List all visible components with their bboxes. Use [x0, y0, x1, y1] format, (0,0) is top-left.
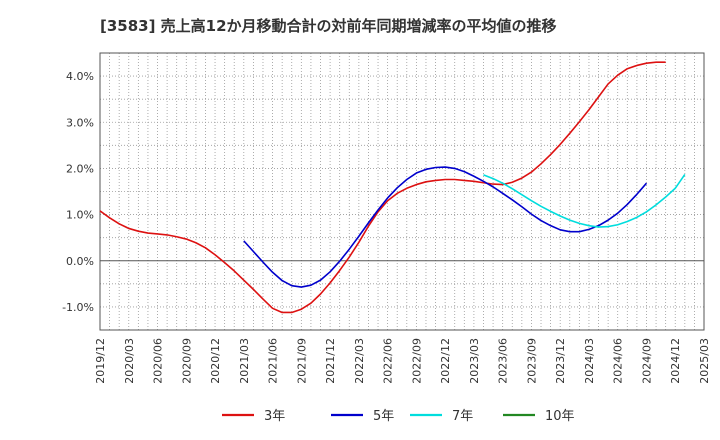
x-tick-label: 2024/03: [583, 338, 596, 384]
legend-label-10年: 10年: [545, 409, 575, 424]
series-line-7年: [483, 173, 686, 228]
x-axis: 2019/12 2020/03 2020/06 2020/09 2020/12 2021/…: [94, 338, 711, 384]
x-tick-label: 2022/09: [410, 338, 423, 384]
x-tick-label: 2023/06: [497, 338, 510, 384]
x-tick-label: 2021/06: [267, 338, 280, 384]
grid: [100, 53, 704, 330]
x-tick-label: 2020/03: [123, 338, 136, 384]
chart-title: [3583] 売上高12か月移動合計の対前年同期増減率の平均値の推移: [100, 17, 557, 35]
legend: 3年 5年 7年 10年: [222, 409, 575, 424]
x-tick-label: 2023/09: [525, 338, 538, 384]
x-tick-label: 2019/12: [94, 338, 107, 384]
x-tick-label: 2025/03: [698, 338, 711, 384]
y-tick-label: -1.0%: [62, 301, 94, 314]
y-tick-label: 0.0%: [66, 255, 94, 268]
series-lines: [99, 61, 686, 314]
x-tick-label: 2020/12: [209, 338, 222, 384]
series-line-3年: [99, 61, 666, 314]
x-tick-label: 2022/03: [353, 338, 366, 384]
x-tick-label: 2021/12: [324, 338, 337, 384]
y-tick-label: 3.0%: [66, 116, 94, 129]
y-axis: -1.0% 0.0% 1.0% 2.0% 3.0% 4.0%: [62, 70, 94, 314]
legend-label-7年: 7年: [452, 409, 473, 424]
legend-label-3年: 3年: [264, 409, 285, 424]
x-tick-label: 2023/03: [468, 338, 481, 384]
y-tick-label: 1.0%: [66, 209, 94, 222]
x-tick-label: 2022/12: [439, 338, 452, 384]
series-line-5年: [243, 166, 648, 288]
x-tick-label: 2020/09: [180, 338, 193, 384]
legend-label-5年: 5年: [373, 409, 394, 424]
x-tick-label: 2024/09: [640, 338, 653, 384]
x-tick-label: 2022/06: [382, 338, 395, 384]
x-tick-label: 2024/12: [669, 338, 682, 384]
x-tick-label: 2024/06: [612, 338, 625, 384]
x-tick-label: 2021/03: [238, 338, 251, 384]
x-tick-label: 2023/12: [554, 338, 567, 384]
y-tick-label: 4.0%: [66, 70, 94, 83]
y-tick-label: 2.0%: [66, 162, 94, 175]
x-tick-label: 2020/06: [152, 338, 165, 384]
plot-frame: [99, 52, 705, 331]
x-tick-label: 2021/09: [295, 338, 308, 384]
